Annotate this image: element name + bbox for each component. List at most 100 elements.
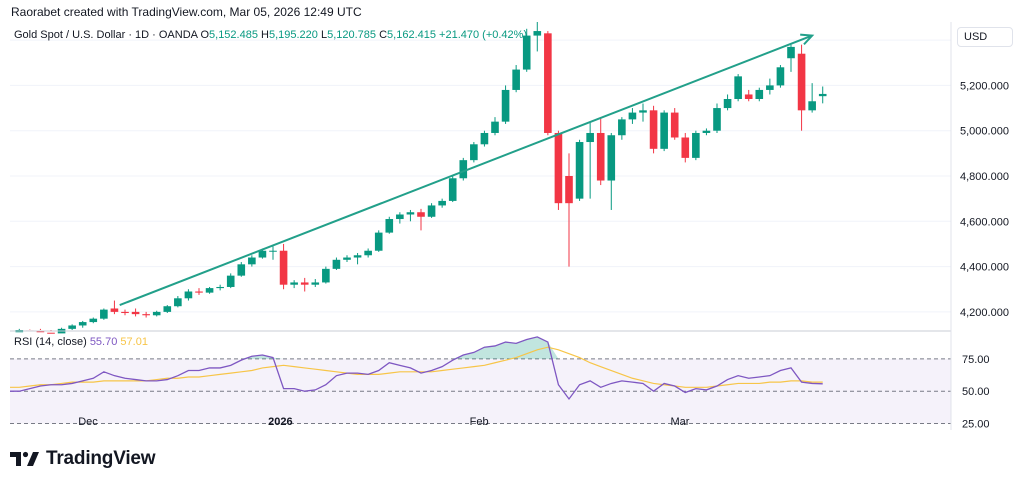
- candle[interactable]: [142, 311, 150, 318]
- candle[interactable]: [226, 273, 235, 289]
- candle[interactable]: [755, 87, 764, 102]
- candle[interactable]: [438, 198, 446, 208]
- candle[interactable]: [522, 28, 531, 72]
- candle[interactable]: [766, 78, 774, 95]
- candle-body: [311, 282, 320, 285]
- candle[interactable]: [628, 108, 637, 124]
- candle[interactable]: [385, 216, 394, 234]
- candle[interactable]: [618, 117, 626, 140]
- candle[interactable]: [501, 85, 510, 124]
- candle-body: [766, 85, 774, 90]
- candle[interactable]: [353, 253, 362, 265]
- candle[interactable]: [470, 142, 478, 163]
- candle[interactable]: [660, 110, 668, 152]
- candle-body: [681, 137, 690, 158]
- candle-body: [649, 110, 658, 149]
- candle[interactable]: [533, 22, 542, 52]
- candle[interactable]: [448, 176, 457, 203]
- candle-body: [554, 132, 563, 204]
- candle[interactable]: [480, 130, 489, 147]
- candle[interactable]: [417, 208, 425, 231]
- candle-body: [797, 53, 806, 111]
- candle[interactable]: [544, 31, 552, 136]
- candle[interactable]: [332, 257, 341, 270]
- candle[interactable]: [195, 288, 203, 295]
- candle[interactable]: [152, 310, 161, 317]
- candle[interactable]: [110, 300, 119, 315]
- candle[interactable]: [311, 279, 320, 287]
- currency-selector[interactable]: USD: [957, 27, 1013, 47]
- candle[interactable]: [565, 153, 573, 267]
- candle-body: [100, 309, 108, 319]
- price-axis[interactable]: 4,200.000 4,400.000 4,600.000 4,800.000 5,00…: [960, 35, 1009, 319]
- candle[interactable]: [396, 212, 404, 224]
- candle[interactable]: [68, 324, 76, 330]
- price-tick-label: 4,600.000: [960, 216, 1009, 228]
- candle[interactable]: [374, 230, 383, 252]
- rsi-label: RSI (14, close): [14, 336, 87, 348]
- candle[interactable]: [163, 305, 172, 314]
- candle-body: [78, 322, 87, 326]
- candle-body: [744, 94, 753, 99]
- candle[interactable]: [554, 130, 563, 210]
- candle[interactable]: [248, 255, 256, 267]
- candle[interactable]: [818, 86, 827, 104]
- candle[interactable]: [78, 320, 87, 328]
- candle[interactable]: [322, 266, 330, 284]
- candle[interactable]: [607, 132, 616, 210]
- candle[interactable]: [649, 105, 658, 154]
- candle-body: [226, 275, 235, 287]
- candle[interactable]: [406, 209, 415, 222]
- candle[interactable]: [639, 103, 647, 122]
- candle[interactable]: [174, 296, 182, 308]
- candle[interactable]: [808, 83, 816, 113]
- candle[interactable]: [744, 89, 753, 102]
- candle[interactable]: [734, 74, 742, 102]
- candle-body: [713, 108, 721, 131]
- time-axis[interactable]: Dec 2026 Feb Mar: [78, 416, 690, 428]
- candle[interactable]: [713, 103, 721, 133]
- candle-body: [565, 176, 573, 204]
- candle[interactable]: [797, 44, 806, 131]
- candle-body: [142, 314, 150, 316]
- candle-body: [480, 132, 489, 145]
- candle[interactable]: [269, 246, 277, 260]
- candle[interactable]: [279, 243, 288, 290]
- trendline-group[interactable]: [119, 33, 815, 307]
- candle[interactable]: [36, 328, 45, 333]
- candle[interactable]: [216, 284, 224, 291]
- candle[interactable]: [670, 108, 679, 140]
- candle[interactable]: [702, 128, 711, 136]
- candle[interactable]: [491, 117, 499, 136]
- candle[interactable]: [692, 130, 700, 161]
- candle[interactable]: [776, 65, 785, 88]
- candle[interactable]: [586, 121, 594, 199]
- candle[interactable]: [681, 132, 690, 163]
- high-value: 5,195.220: [268, 29, 318, 41]
- candle-body: [607, 135, 616, 181]
- candle[interactable]: [723, 94, 732, 111]
- candle[interactable]: [184, 289, 193, 301]
- candle[interactable]: [596, 117, 605, 186]
- candle[interactable]: [290, 280, 298, 289]
- candle[interactable]: [89, 317, 98, 324]
- candle[interactable]: [100, 308, 108, 320]
- candle[interactable]: [237, 262, 246, 277]
- change-value: +21.470 (+0.42%): [439, 29, 528, 41]
- candle[interactable]: [459, 157, 468, 181]
- trendline[interactable]: [119, 34, 813, 307]
- candle-body: [787, 46, 795, 59]
- candle[interactable]: [205, 286, 214, 294]
- candles-group[interactable]: [15, 22, 827, 334]
- candle[interactable]: [427, 203, 436, 218]
- candle[interactable]: [343, 255, 351, 263]
- candle[interactable]: [787, 44, 795, 72]
- price-tick-label: 5,200.000: [960, 80, 1009, 92]
- candle[interactable]: [512, 65, 520, 93]
- candle[interactable]: [131, 308, 140, 317]
- candle[interactable]: [364, 248, 372, 258]
- candle[interactable]: [300, 277, 309, 292]
- candle[interactable]: [121, 309, 129, 316]
- candle[interactable]: [575, 139, 584, 201]
